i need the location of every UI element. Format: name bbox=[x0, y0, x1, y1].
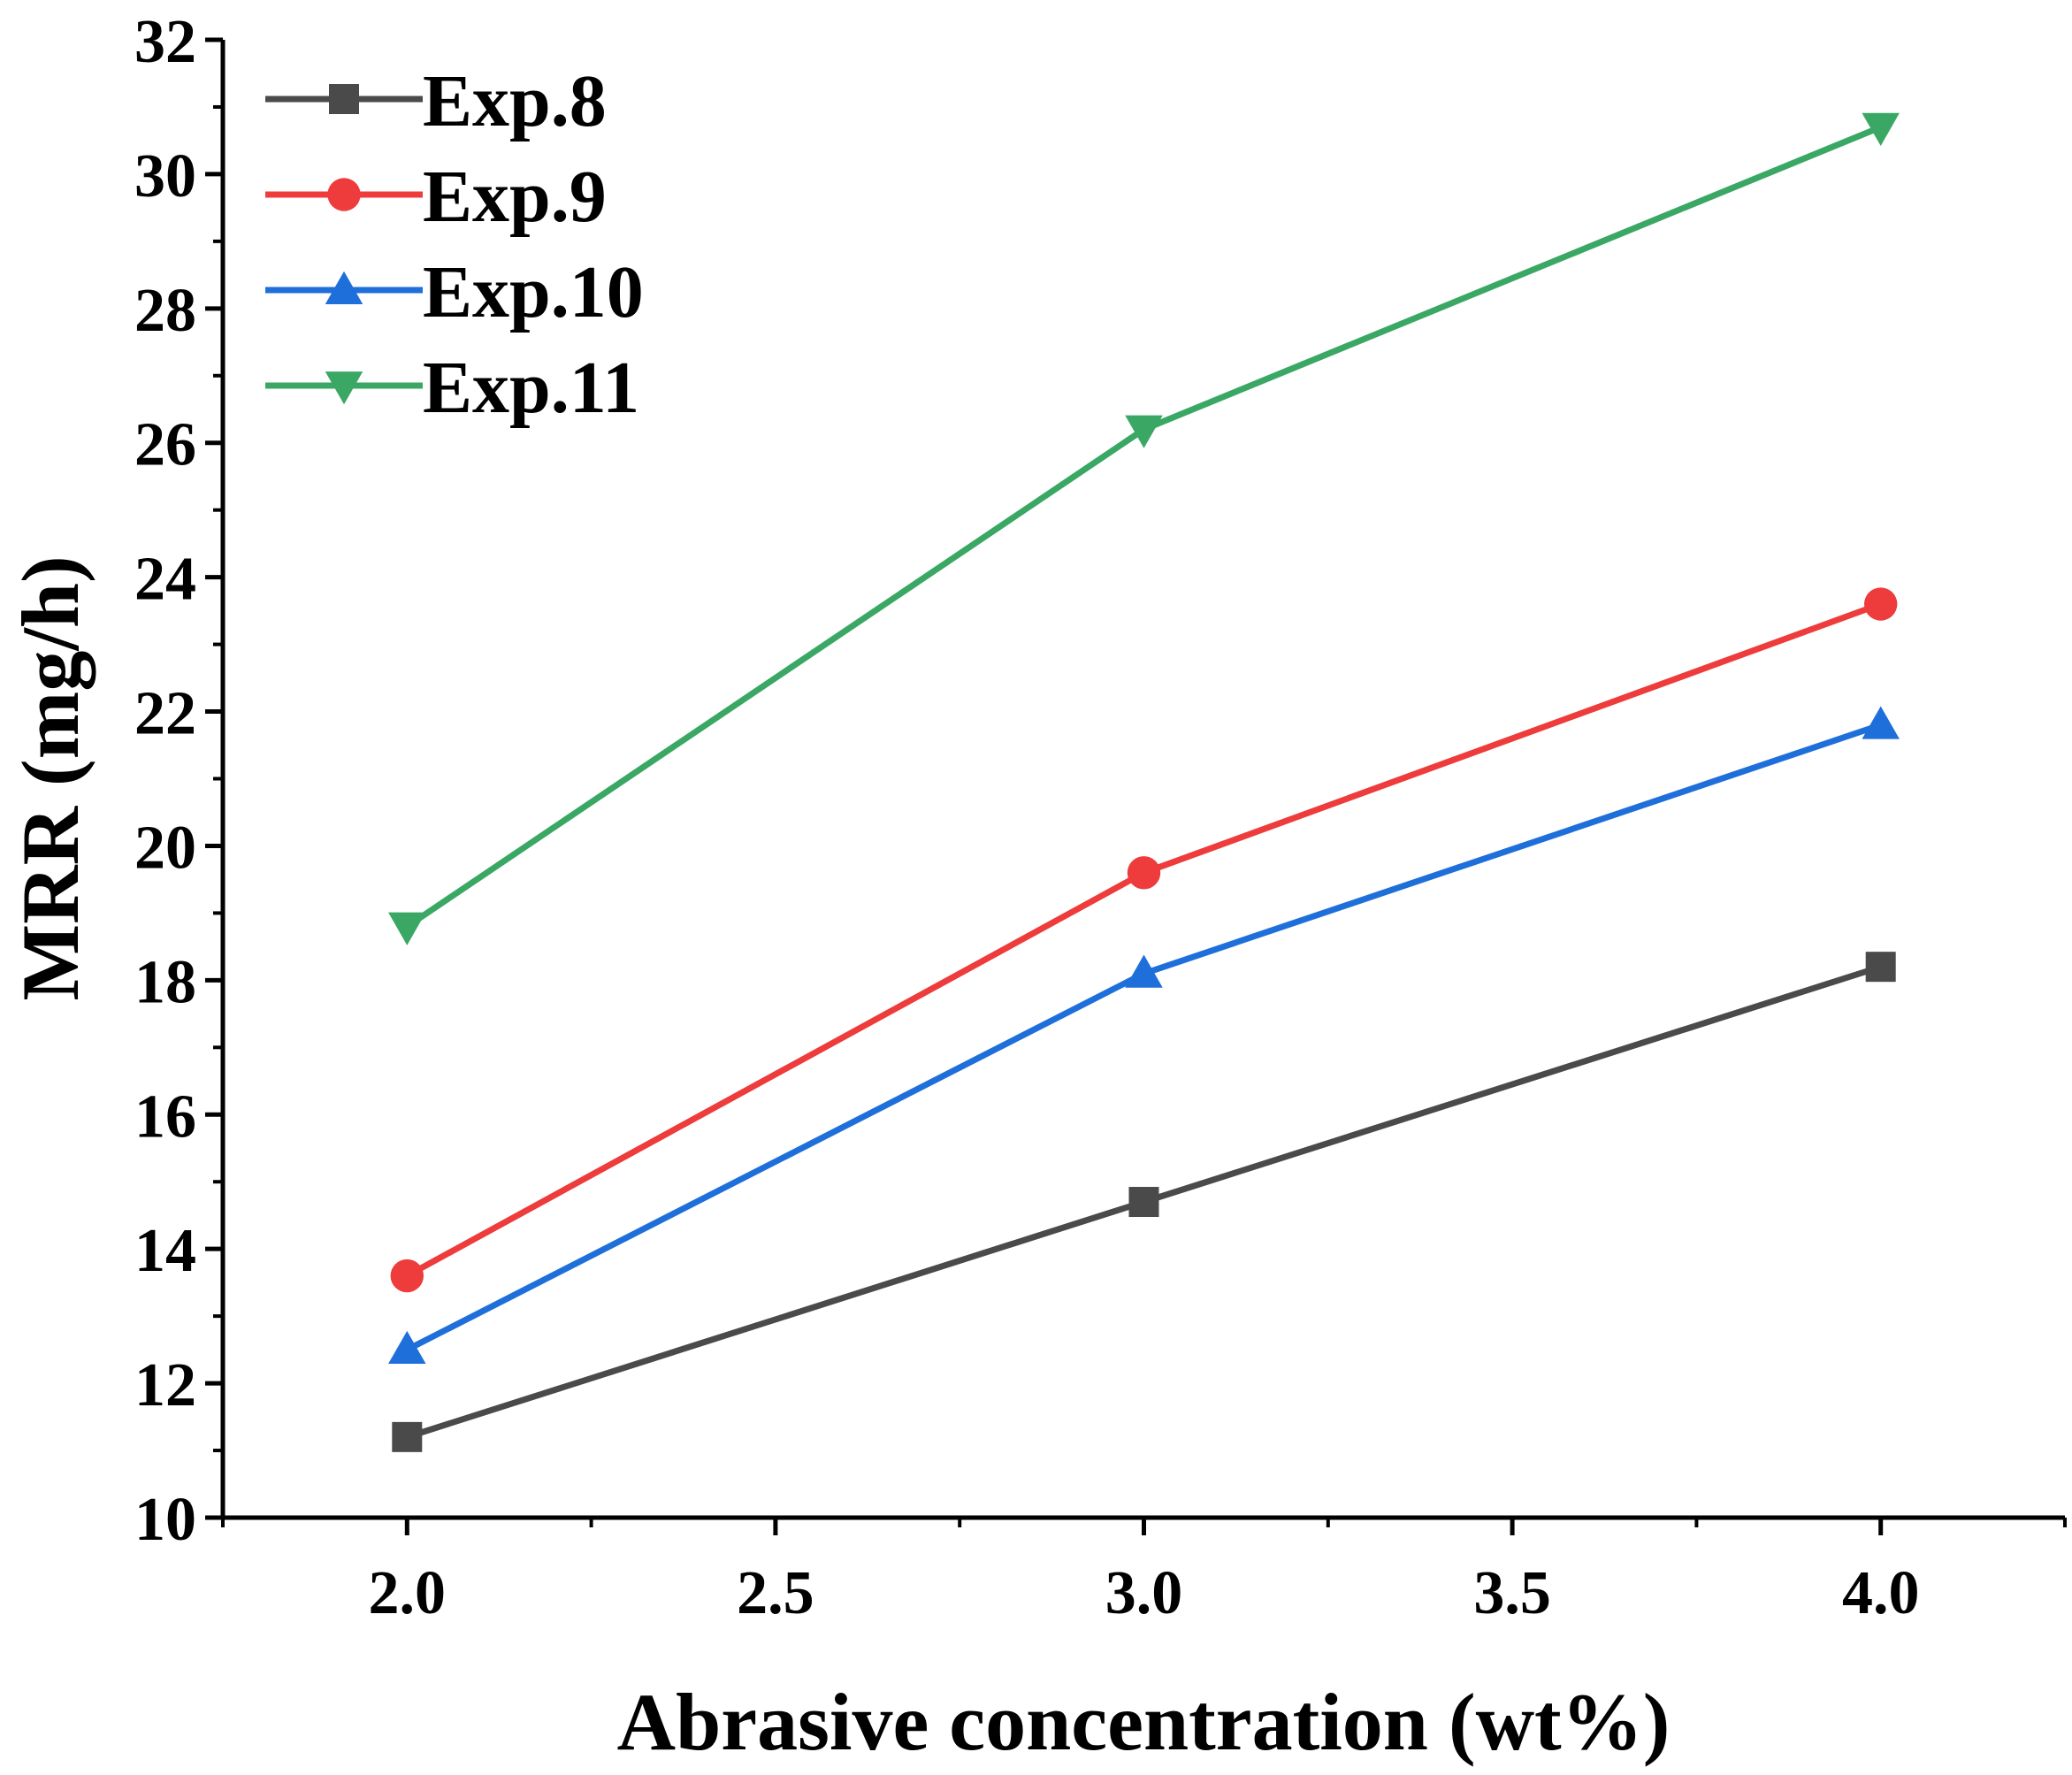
x-tick-label-2.0: 2.0 bbox=[369, 1559, 447, 1627]
legend-label-exp-8: Exp.8 bbox=[423, 60, 607, 142]
legend-marker-exp-10 bbox=[325, 271, 363, 304]
y-tick-label-26: 26 bbox=[134, 411, 196, 479]
legend-label-exp-9: Exp.9 bbox=[423, 156, 607, 238]
y-tick-label-12: 12 bbox=[134, 1351, 196, 1419]
legend-marker-exp-9 bbox=[327, 178, 361, 211]
y-axis-title: MRR (mg/h) bbox=[5, 555, 96, 1000]
data-point-exp-8-4 bbox=[1865, 952, 1896, 983]
y-tick-label-10: 10 bbox=[134, 1486, 196, 1554]
data-point-exp-9-4 bbox=[1864, 587, 1898, 621]
legend-marker-exp-11 bbox=[325, 371, 363, 405]
legend-entry-exp-11: Exp.11 bbox=[265, 347, 639, 429]
data-point-exp-10-4 bbox=[1862, 706, 1900, 739]
series-line-exp-11 bbox=[405, 124, 1883, 930]
series-exp-11 bbox=[388, 112, 1900, 945]
x-tick-label-3.0: 3.0 bbox=[1105, 1559, 1183, 1627]
data-point-exp-11-3 bbox=[1125, 415, 1163, 448]
x-tick-label-2.5: 2.5 bbox=[737, 1559, 814, 1627]
legend-entry-exp-8: Exp.8 bbox=[265, 60, 607, 142]
data-point-exp-8-2 bbox=[392, 1421, 423, 1452]
data-point-exp-11-2 bbox=[388, 912, 426, 945]
y-tick-label-24: 24 bbox=[134, 546, 196, 614]
x-tick-label-4.0: 4.0 bbox=[1842, 1559, 1920, 1627]
y-tick-label-32: 32 bbox=[134, 8, 196, 76]
y-tick-label-30: 30 bbox=[134, 142, 196, 210]
series bbox=[388, 112, 1900, 1452]
data-point-exp-9-3 bbox=[1127, 856, 1161, 890]
series-exp-8 bbox=[392, 952, 1896, 1452]
y-tick-label-14: 14 bbox=[134, 1217, 196, 1285]
series-exp-10 bbox=[388, 706, 1900, 1365]
legend-entry-exp-9: Exp.9 bbox=[265, 156, 607, 238]
y-tick-label-20: 20 bbox=[134, 814, 196, 882]
series-exp-9 bbox=[390, 587, 1898, 1293]
data-point-exp-9-2 bbox=[390, 1259, 424, 1293]
legend-label-exp-10: Exp.10 bbox=[423, 251, 644, 333]
y-tick-label-18: 18 bbox=[134, 948, 196, 1016]
series-line-exp-9 bbox=[405, 601, 1882, 1279]
data-point-exp-10-2 bbox=[388, 1330, 426, 1365]
y-tick-label-22: 22 bbox=[134, 680, 196, 748]
x-tick-label-3.5: 3.5 bbox=[1473, 1559, 1551, 1627]
y-tick-label-16: 16 bbox=[134, 1083, 196, 1151]
x-axis-title: Abrasive concentration (wt%) bbox=[617, 1677, 1671, 1767]
ticks: 10 12 14 16 18 20 22 24 26 28 30 32 2.0 2.5 3.0 3.5 4.0 bbox=[134, 8, 2067, 1627]
data-point-exp-8-3 bbox=[1128, 1187, 1159, 1218]
data-point-exp-11-4 bbox=[1862, 112, 1900, 146]
legend-entry-exp-10: Exp.10 bbox=[265, 251, 644, 333]
legend: Exp.8 Exp.9 Exp.10 Exp.11 bbox=[265, 60, 644, 429]
y-tick-label-28: 28 bbox=[134, 277, 196, 345]
legend-marker-exp-8 bbox=[329, 84, 359, 114]
data-point-exp-10-3 bbox=[1125, 954, 1163, 988]
legend-label-exp-11: Exp.11 bbox=[423, 347, 639, 429]
